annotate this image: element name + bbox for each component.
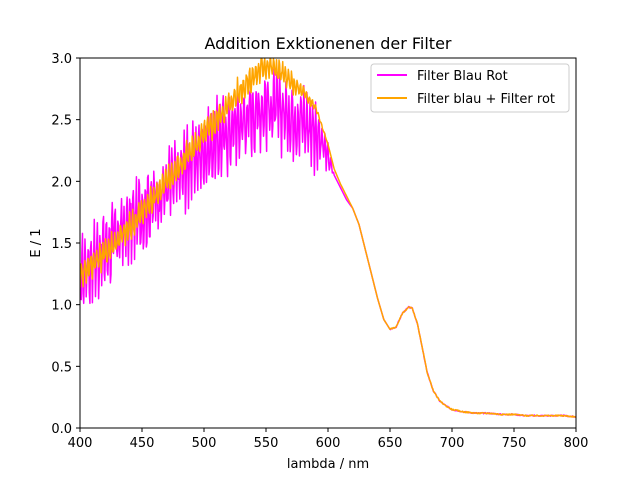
x-tick-label: 500 <box>192 436 217 451</box>
series-layer <box>80 58 576 418</box>
y-tick-label: 0.0 <box>51 422 72 437</box>
legend-label-filter-blau-plus-rot: Filter blau + Filter rot <box>417 92 555 107</box>
legend-box <box>370 63 570 113</box>
x-axis-label: lambda / nm <box>287 457 369 472</box>
x-tick-label: 800 <box>564 436 589 451</box>
x-tick-label: 600 <box>316 436 341 451</box>
x-tick-label: 400 <box>68 436 93 451</box>
y-axis: 0.0 0.5 1.0 1.5 2.0 2.5 3.0 <box>51 52 80 437</box>
y-tick-label: 1.5 <box>51 237 72 252</box>
y-tick-label: 1.0 <box>51 299 72 314</box>
y-tick-label: 0.5 <box>51 360 72 375</box>
y-tick-label: 2.5 <box>51 114 72 129</box>
x-tick-label: 750 <box>502 436 527 451</box>
legend: Filter Blau Rot Filter blau + Filter rot <box>370 63 570 113</box>
chart-title: Addition Exktionenen der Filter <box>205 34 452 53</box>
y-tick-label: 2.0 <box>51 175 72 190</box>
x-tick-label: 650 <box>378 436 403 451</box>
series-line-1 <box>80 58 576 418</box>
x-axis: 400 450 500 550 600 650 700 750 800 <box>68 428 589 451</box>
legend-label-filter-blau-rot: Filter Blau Rot <box>417 69 508 84</box>
x-tick-label: 550 <box>254 436 279 451</box>
x-tick-label: 700 <box>440 436 465 451</box>
y-axis-label: E / 1 <box>29 228 44 257</box>
y-tick-label: 3.0 <box>51 52 72 67</box>
x-tick-label: 450 <box>130 436 155 451</box>
